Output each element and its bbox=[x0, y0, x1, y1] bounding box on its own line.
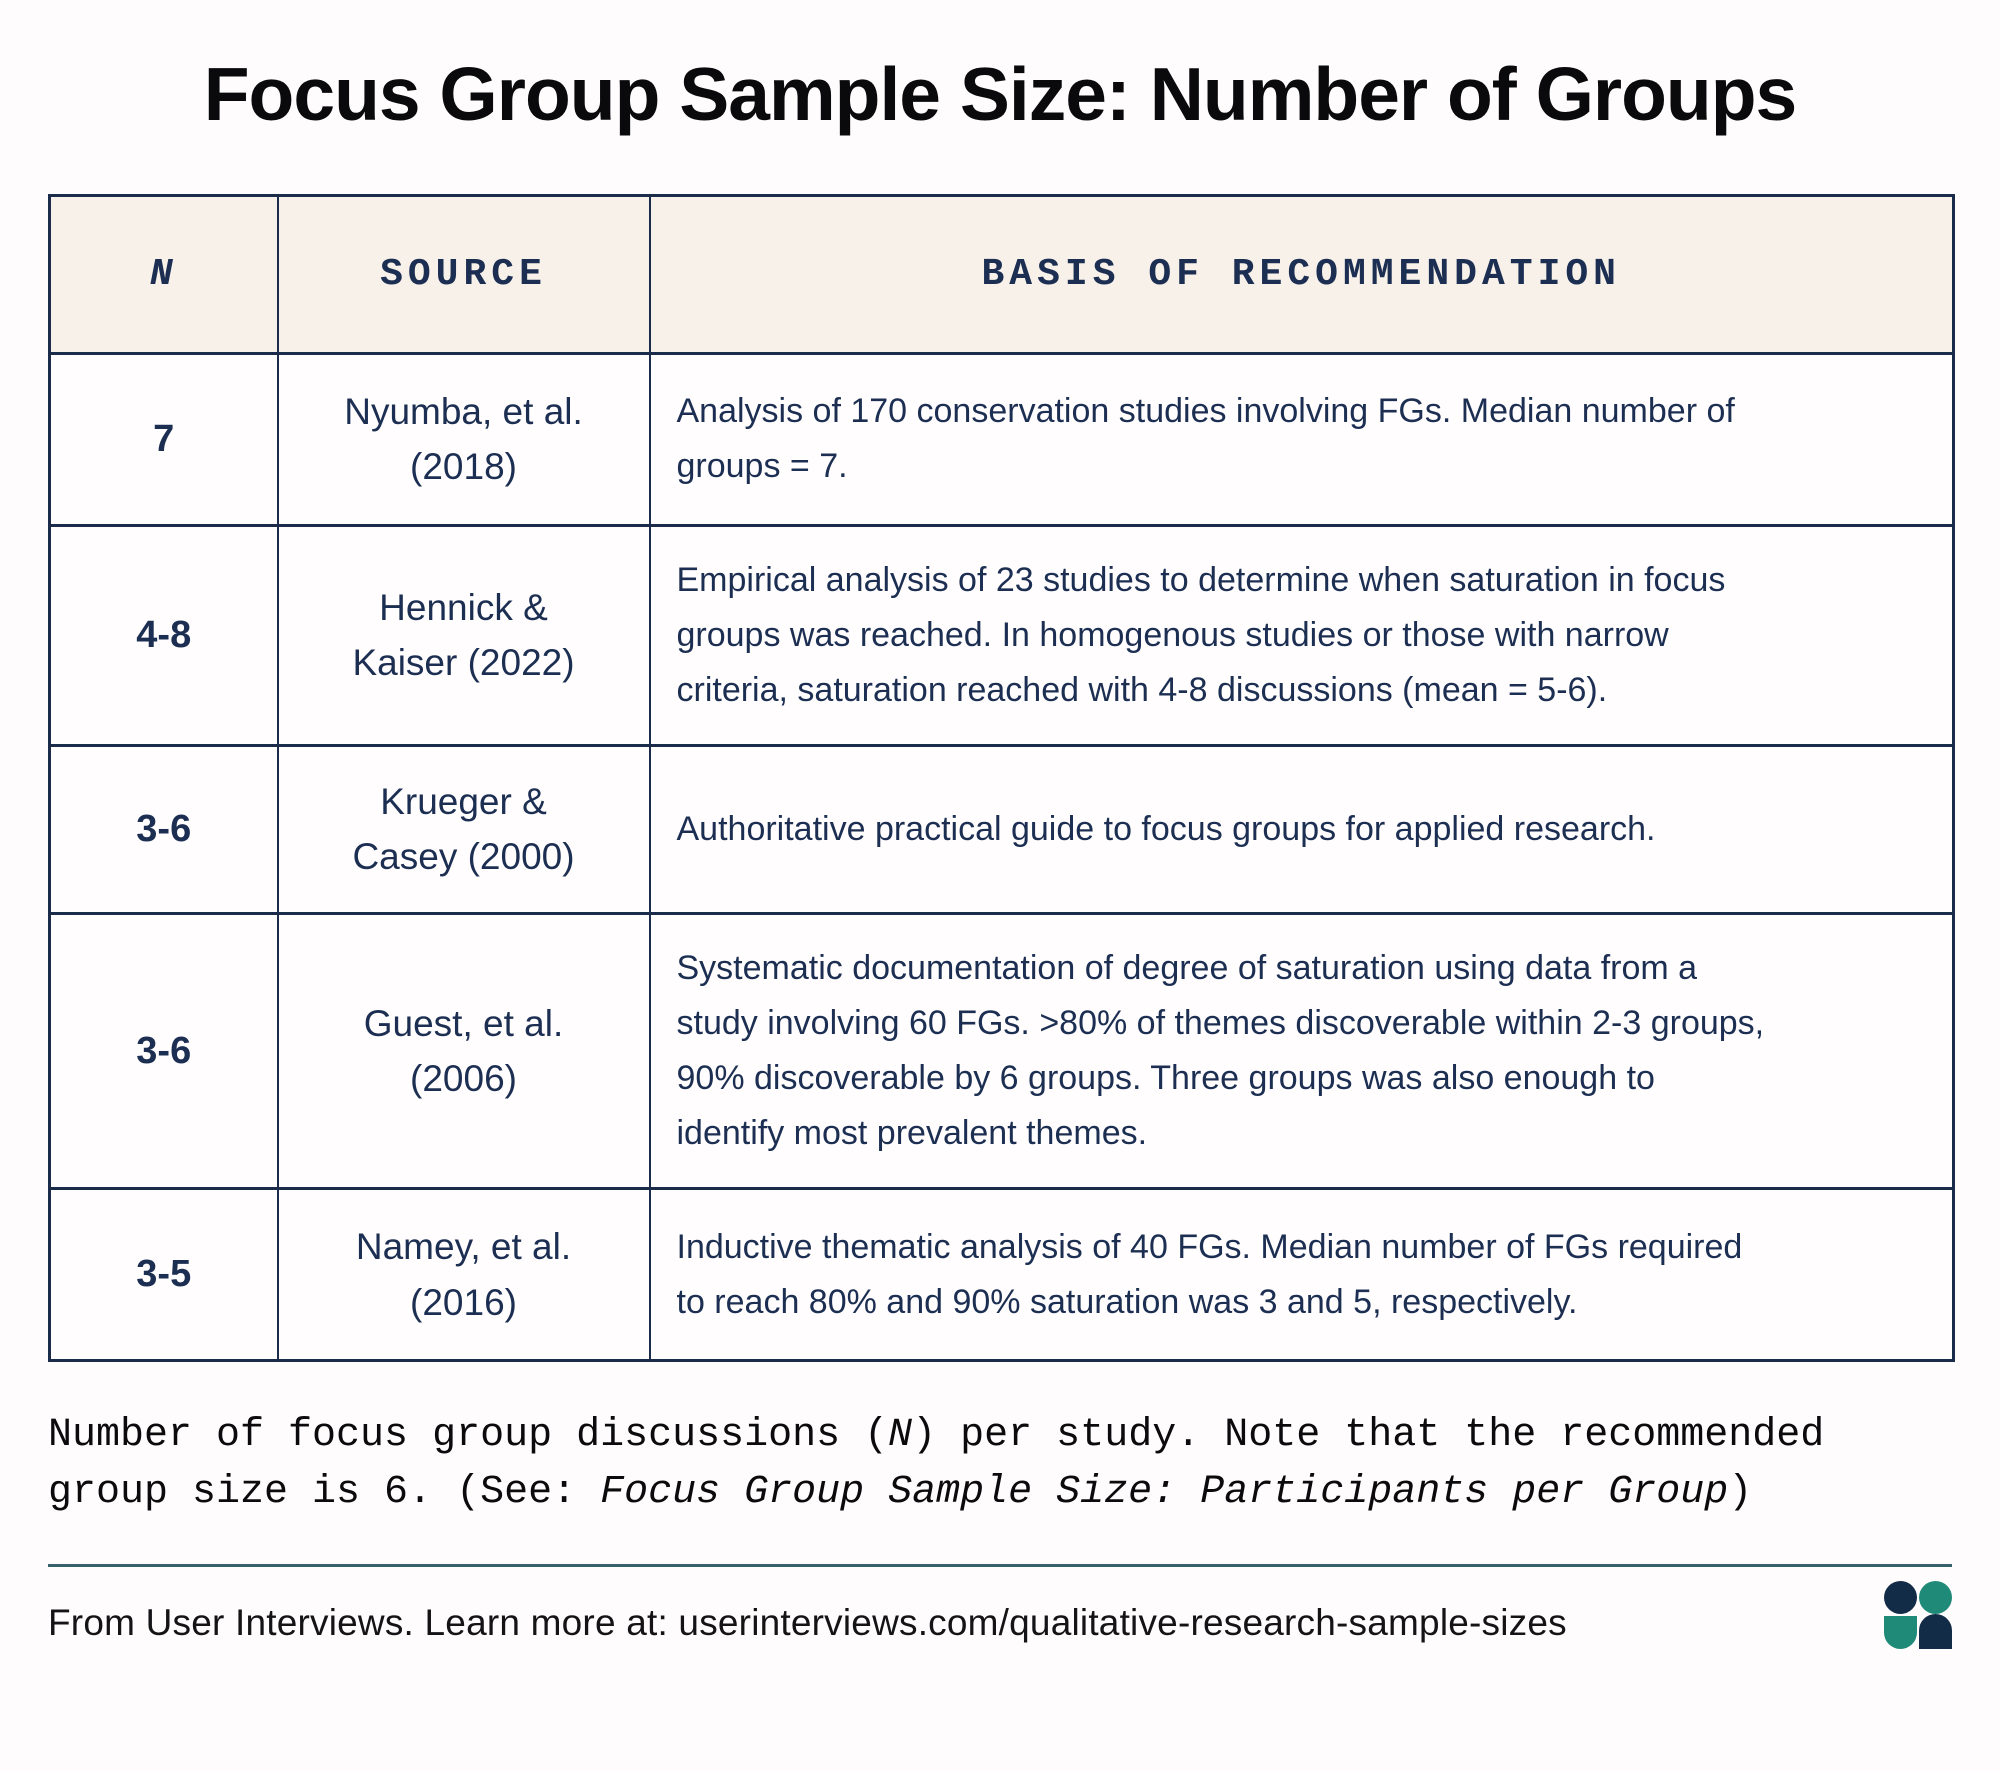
table-body: 7 Nyumba, et al. (2018) Analysis of 170 … bbox=[48, 351, 1955, 1363]
table-header: N SOURCE BASIS OF RECOMMENDATION bbox=[48, 193, 1955, 355]
n-value: 7 bbox=[48, 351, 279, 527]
n-value: 4-8 bbox=[48, 523, 279, 747]
caption-text: ) per study. Note that the recommended g… bbox=[48, 1413, 1825, 1516]
basis-value: Authoritative practical guide to focus g… bbox=[648, 743, 1955, 915]
page: Focus Group Sample Size: Number of Group… bbox=[0, 48, 2000, 1649]
logo-u-shape-teal bbox=[1884, 1615, 1917, 1649]
page-title: Focus Group Sample Size: Number of Group… bbox=[203, 52, 1798, 136]
source-value: Namey, et al. (2016) bbox=[276, 1187, 651, 1363]
source-value: Guest, et al. (2006) bbox=[276, 911, 651, 1191]
divider-line bbox=[48, 1563, 1952, 1567]
table-row: 3-5 Namey, et al. (2016) Inductive thema… bbox=[48, 1187, 1955, 1363]
header-basis: BASIS OF RECOMMENDATION bbox=[648, 193, 1955, 355]
source-value: Krueger & Casey (2000) bbox=[276, 743, 651, 915]
logo-arch-navy bbox=[1919, 1613, 1952, 1649]
basis-value: Systematic documentation of degree of sa… bbox=[648, 911, 1955, 1191]
caption-text: ) bbox=[1728, 1470, 1753, 1516]
n-value: 3-6 bbox=[48, 743, 279, 915]
table-row: 7 Nyumba, et al. (2018) Analysis of 170 … bbox=[48, 351, 1955, 527]
header-n: N bbox=[48, 193, 279, 355]
caption-see-reference: Focus Group Sample Size: Participants pe… bbox=[600, 1470, 1729, 1516]
table-row: 3-6 Guest, et al. (2006) Systematic docu… bbox=[48, 911, 1955, 1191]
user-interviews-logo bbox=[1884, 1580, 1952, 1649]
basis-value: Empirical analysis of 23 studies to dete… bbox=[648, 523, 1955, 747]
basis-value: Analysis of 170 conservation studies inv… bbox=[648, 351, 1955, 527]
attribution-text: From User Interviews. Learn more at: use… bbox=[48, 1601, 1567, 1643]
n-value: 3-5 bbox=[48, 1187, 279, 1363]
table-caption: Number of focus group discussions (N) pe… bbox=[48, 1408, 1952, 1522]
logo-circle-navy bbox=[1884, 1580, 1917, 1614]
caption-n-italic: N bbox=[888, 1413, 913, 1459]
source-value: Nyumba, et al. (2018) bbox=[276, 351, 651, 527]
n-value: 3-6 bbox=[48, 911, 279, 1191]
footer: From User Interviews. Learn more at: use… bbox=[48, 1580, 1952, 1649]
header-source: SOURCE bbox=[276, 193, 651, 355]
table-row: 3-6 Krueger & Casey (2000) Authoritative… bbox=[48, 743, 1955, 915]
focus-group-table: N SOURCE BASIS OF RECOMMENDATION 7 Nyumb… bbox=[48, 193, 1955, 1363]
table-row: 4-8 Hennick & Kaiser (2022) Empirical an… bbox=[48, 523, 1955, 747]
header-row: N SOURCE BASIS OF RECOMMENDATION bbox=[48, 193, 1955, 355]
caption-text: Number of focus group discussions ( bbox=[48, 1413, 889, 1459]
logo-circle-teal bbox=[1919, 1580, 1952, 1614]
basis-value: Inductive thematic analysis of 40 FGs. M… bbox=[648, 1187, 1955, 1363]
source-value: Hennick & Kaiser (2022) bbox=[276, 523, 651, 747]
